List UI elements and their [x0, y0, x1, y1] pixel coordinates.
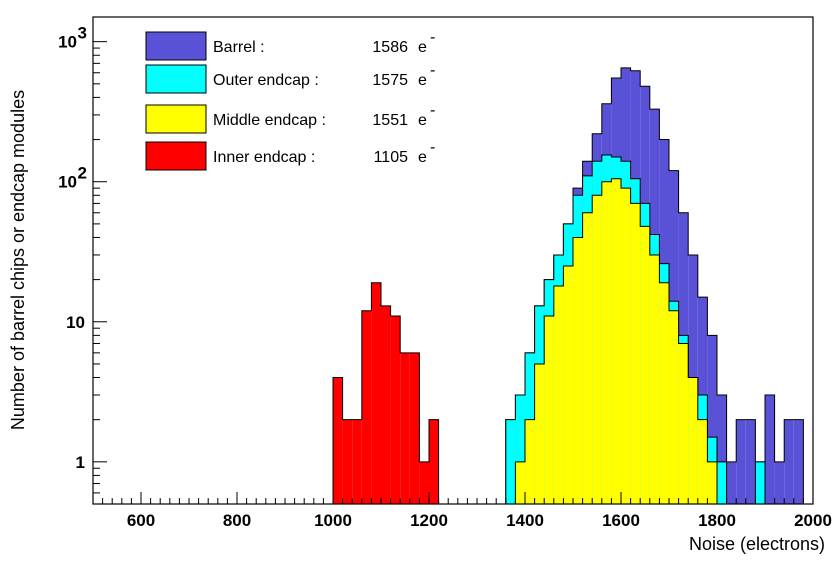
- histogram-bar: [573, 237, 583, 504]
- histogram-bar: [784, 419, 794, 504]
- histogram-bar: [592, 195, 602, 505]
- legend-swatch: [145, 104, 207, 134]
- histogram-bar: [707, 335, 717, 504]
- histogram-bar: [611, 178, 621, 504]
- plot-area: [332, 67, 804, 505]
- y-tick-exponent: 3: [78, 24, 87, 43]
- histogram-bar: [765, 395, 775, 504]
- legend-label: Barrel :: [213, 39, 265, 56]
- series-outline: [332, 282, 440, 504]
- histogram-bar: [400, 352, 410, 504]
- legend-swatch: [145, 64, 207, 94]
- legend-unit-superscript: -: [430, 102, 435, 119]
- y-axis-title: Number of barrel chips or endcap modules: [8, 90, 28, 430]
- legend-mean-value: 1586: [372, 39, 408, 56]
- histogram-bar: [409, 352, 420, 504]
- legend-unit-superscript: -: [430, 29, 435, 46]
- histogram-bar: [688, 377, 698, 504]
- histogram-bar: [736, 419, 746, 504]
- histogram-bar: [697, 419, 708, 504]
- legend-mean-value: 1105: [374, 149, 409, 166]
- series-outline: [496, 154, 766, 505]
- x-tick-label: 600: [127, 511, 155, 530]
- series-outline: [514, 178, 718, 504]
- histogram-bar: [774, 461, 785, 504]
- legend: Barrel :1586 e-Outer endcap :1575 e-Middle…: [145, 29, 435, 171]
- legend-mean-value: 1575: [372, 72, 408, 89]
- histogram-bar: [793, 419, 804, 504]
- legend-unit: e: [418, 72, 427, 89]
- histogram-bar: [352, 419, 362, 504]
- histogram-bar: [515, 461, 525, 504]
- x-tick-label: 1800: [698, 511, 736, 530]
- histogram-bar: [361, 310, 372, 504]
- series-3: [332, 282, 440, 504]
- histogram-bar: [659, 282, 669, 504]
- histogram-bar: [534, 363, 545, 504]
- histogram-bar: [342, 419, 353, 504]
- x-tick-label: 2000: [794, 511, 832, 530]
- legend-unit: e: [418, 112, 427, 129]
- x-tick-label: 1000: [314, 511, 352, 530]
- legend-label: Inner endcap :: [213, 149, 315, 166]
- histogram-bar: [390, 315, 401, 504]
- histogram-bar: [745, 419, 756, 504]
- histogram-bar: [630, 203, 641, 505]
- histogram-bar: [678, 343, 689, 504]
- histogram-bar: [601, 181, 612, 504]
- legend-unit-superscript: -: [430, 139, 435, 156]
- x-tick-label: 1200: [410, 511, 448, 530]
- x-tick-label: 1600: [602, 511, 640, 530]
- histogram-bar: [563, 266, 573, 504]
- legend-mean-value: 1551: [372, 112, 408, 129]
- y-tick-label: 10: [58, 173, 77, 192]
- histogram-bar: [582, 212, 593, 505]
- legend-swatch: [145, 141, 207, 171]
- histogram-bar: [649, 254, 660, 504]
- x-tick-label: 1400: [506, 511, 544, 530]
- legend-unit: e: [418, 149, 427, 166]
- histogram-bar: [717, 395, 727, 504]
- histogram-bar: [621, 188, 631, 504]
- x-axis-title: Noise (electrons): [689, 534, 825, 554]
- histogram-bar: [429, 419, 439, 504]
- histogram-bar: [381, 305, 391, 504]
- y-tick-label: 10: [58, 33, 77, 52]
- histogram-bar: [505, 419, 516, 504]
- legend-swatch: [145, 31, 207, 61]
- histogram-bar: [525, 419, 535, 504]
- histogram-bar: [419, 461, 429, 504]
- y-tick-label: 10: [66, 313, 85, 332]
- legend-unit-superscript: -: [430, 62, 435, 79]
- x-tick-label: 800: [223, 511, 251, 530]
- histogram-bar: [726, 461, 737, 504]
- y-tick-exponent: 2: [78, 164, 87, 183]
- histogram-bar: [707, 461, 717, 504]
- histogram-bar: [371, 282, 381, 504]
- histogram-bar: [333, 377, 343, 504]
- y-tick-label: 1: [76, 453, 85, 472]
- plot-frame: [92, 16, 814, 505]
- histogram-bar: [544, 315, 554, 504]
- histogram-bar: [515, 395, 525, 504]
- legend-label: Outer endcap :: [213, 72, 319, 89]
- histogram-bar: [553, 286, 564, 504]
- histogram-bar: [669, 310, 679, 504]
- histogram-bar: [755, 461, 765, 504]
- legend-unit: e: [418, 39, 427, 56]
- series-2: [514, 178, 718, 505]
- legend-label: Middle endcap :: [213, 112, 326, 129]
- histogram-bar: [717, 461, 727, 504]
- histogram-bar: [640, 226, 650, 504]
